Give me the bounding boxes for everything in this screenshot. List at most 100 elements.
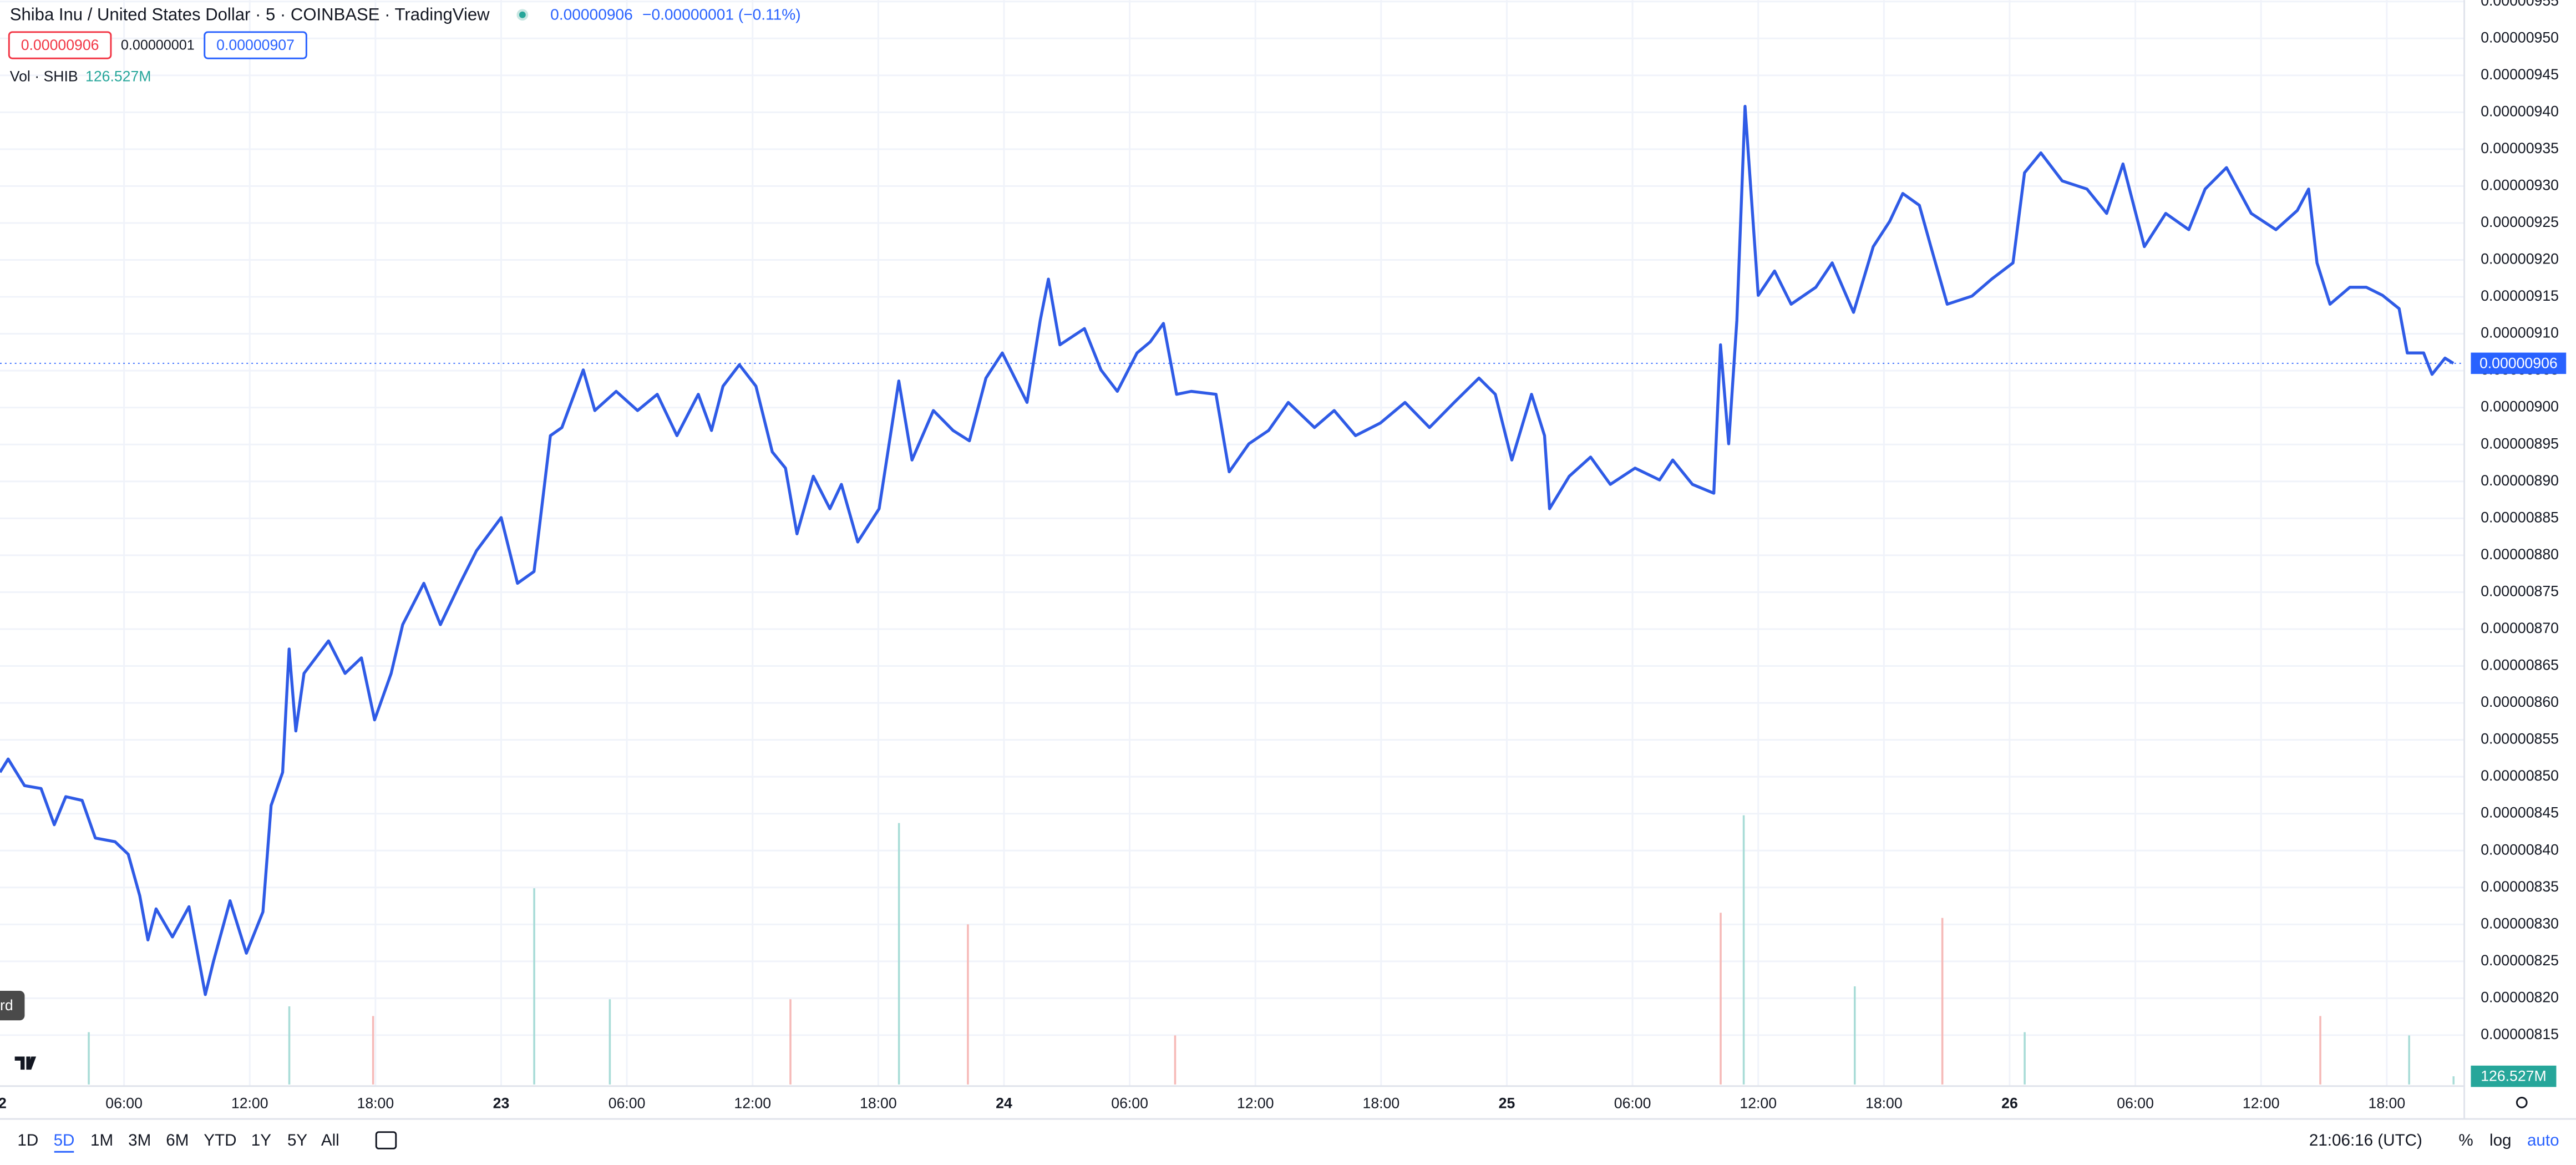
price-change: −0.00000001 (−0.11%) bbox=[642, 6, 801, 23]
y-tick-label: 0.00000930 bbox=[2481, 176, 2559, 193]
x-tick-label: 06:00 bbox=[608, 1095, 646, 1111]
y-tick-label: 0.00000865 bbox=[2481, 657, 2559, 673]
x-tick-label: 12:00 bbox=[734, 1095, 771, 1111]
volume-bar bbox=[789, 999, 792, 1085]
x-tick-label: 18:00 bbox=[2369, 1095, 2406, 1111]
volume-legend: Vol · SHIB bbox=[10, 68, 78, 84]
scale-option[interactable]: % bbox=[2458, 1131, 2473, 1149]
y-tick-label: 0.00000860 bbox=[2481, 693, 2559, 710]
x-tick-label: 18:00 bbox=[357, 1095, 394, 1111]
date-range-icon[interactable] bbox=[375, 1131, 397, 1149]
y-tick-label: 0.00000935 bbox=[2481, 140, 2559, 156]
axes: 0.00000955 0.00000950 0.00000945 0.00000940… bbox=[0, 0, 2567, 1111]
x-tick-label: 22 bbox=[0, 1095, 7, 1111]
clock: 21:06:16 (UTC) bbox=[2309, 1131, 2422, 1149]
spread: 0.00000001 bbox=[121, 38, 195, 53]
volume-bar bbox=[897, 823, 900, 1085]
x-tick-label: 06:00 bbox=[105, 1095, 143, 1111]
volume-bar bbox=[533, 888, 535, 1085]
ask-box[interactable] bbox=[204, 31, 307, 59]
price-pane bbox=[0, 105, 2465, 996]
x-tick-label: 12:00 bbox=[231, 1095, 268, 1111]
volume-bar bbox=[2408, 1035, 2410, 1085]
y-tick-label: 0.00000925 bbox=[2481, 214, 2559, 230]
y-tick-label: 0.00000815 bbox=[2481, 1026, 2559, 1042]
logo-bg[interactable] bbox=[8, 1045, 44, 1081]
range-button[interactable]: 1D bbox=[17, 1131, 38, 1149]
volume-bar bbox=[967, 924, 969, 1085]
y-tick-label: 0.00000870 bbox=[2481, 620, 2559, 636]
range-button[interactable]: 1M bbox=[90, 1131, 113, 1149]
range-button[interactable]: 3M bbox=[128, 1131, 151, 1149]
range-button[interactable]: 6M bbox=[166, 1131, 189, 1149]
symbol-title: Shiba Inu / United States Dollar · 5 · C… bbox=[10, 4, 490, 24]
x-tick-label: 18:00 bbox=[1865, 1095, 1903, 1111]
y-tick-label: 0.00000875 bbox=[2481, 582, 2559, 599]
x-tick-label: 06:00 bbox=[1111, 1095, 1148, 1111]
x-tick-label: 26 bbox=[2001, 1095, 2018, 1111]
y-tick-label: 0.00000880 bbox=[2481, 546, 2559, 563]
x-tick-label: 23 bbox=[493, 1095, 510, 1111]
range-button[interactable]: 1Y bbox=[251, 1131, 271, 1149]
last-price: 0.00000906 bbox=[550, 6, 633, 23]
volume-bar bbox=[1720, 913, 1722, 1085]
volume-bar bbox=[2024, 1032, 2026, 1085]
volume-bar bbox=[372, 1016, 374, 1085]
x-tick-label: 12:00 bbox=[2243, 1095, 2280, 1111]
toolbar: 1D 5D 1M 3M 6M YTD 1Y 5Y All% log auto bbox=[17, 1131, 2559, 1153]
y-tick-label: 0.00000950 bbox=[2481, 29, 2559, 45]
tooltip bbox=[0, 990, 25, 1021]
scale-option[interactable]: log bbox=[2489, 1131, 2512, 1149]
y-tick-label: 0.00000825 bbox=[2481, 952, 2559, 969]
x-tick-label: 06:00 bbox=[1614, 1095, 1651, 1111]
x-tick-label: 25 bbox=[1499, 1095, 1515, 1111]
y-tick-label: 0.00000900 bbox=[2481, 398, 2559, 415]
y-tick-label: 0.00000855 bbox=[2481, 731, 2559, 747]
range-button[interactable]: All bbox=[321, 1131, 339, 1149]
volume-bar bbox=[1941, 918, 1944, 1085]
bid-box[interactable] bbox=[8, 31, 112, 59]
volume-bar bbox=[2452, 1076, 2455, 1085]
volume-bar bbox=[1742, 815, 1745, 1085]
x-tick-label: 12:00 bbox=[1237, 1095, 1274, 1111]
volume-bar bbox=[88, 1032, 90, 1085]
last-price-tag-text: 0.00000906 bbox=[2479, 354, 2558, 371]
logo bbox=[14, 1056, 37, 1070]
y-tick-label: 0.00000830 bbox=[2481, 915, 2559, 931]
y-tick-label: 0.00000820 bbox=[2481, 989, 2559, 1005]
y-tick-label: 0.00000910 bbox=[2481, 325, 2559, 341]
scale-option[interactable]: auto bbox=[2527, 1131, 2559, 1149]
ask-price: 0.00000907 bbox=[216, 37, 295, 53]
y-tick-label: 0.00000945 bbox=[2481, 66, 2559, 83]
x-tick-label: 24 bbox=[996, 1095, 1012, 1111]
x-tick-label: 06:00 bbox=[2117, 1095, 2154, 1111]
y-tick-label: 0.00000845 bbox=[2481, 804, 2559, 821]
y-tick-label: 0.00000915 bbox=[2481, 287, 2559, 304]
tooltip-text: rd bbox=[0, 997, 13, 1014]
grid bbox=[0, 0, 2465, 1086]
price-line bbox=[0, 105, 2455, 996]
range-button[interactable]: YTD bbox=[204, 1131, 236, 1149]
y-tick-label: 0.00000850 bbox=[2481, 767, 2559, 784]
y-tick-label: 0.00000940 bbox=[2481, 103, 2559, 119]
x-tick-label: 18:00 bbox=[1363, 1095, 1400, 1111]
volume-tag-text: 126.527M bbox=[2481, 1068, 2547, 1085]
volume-pane bbox=[88, 815, 2455, 1085]
x-tick-label: 18:00 bbox=[860, 1095, 897, 1111]
range-button[interactable]: 5Y bbox=[287, 1131, 307, 1149]
volume-bar bbox=[1853, 986, 1856, 1085]
settings-icon[interactable] bbox=[2516, 1097, 2528, 1108]
y-tick-label: 0.00000885 bbox=[2481, 509, 2559, 525]
y-tick-label: 0.00000890 bbox=[2481, 472, 2559, 489]
volume-tag bbox=[2471, 1065, 2557, 1087]
x-tick-label: 12:00 bbox=[1740, 1095, 1777, 1111]
range-button[interactable]: 5D bbox=[54, 1131, 75, 1149]
bid-price: 0.00000906 bbox=[21, 37, 99, 53]
volume-bar bbox=[608, 999, 611, 1085]
status-dot bbox=[519, 11, 526, 18]
y-tick-label: 0.00000955 bbox=[2481, 0, 2559, 9]
volume-bar bbox=[1174, 1035, 1177, 1085]
